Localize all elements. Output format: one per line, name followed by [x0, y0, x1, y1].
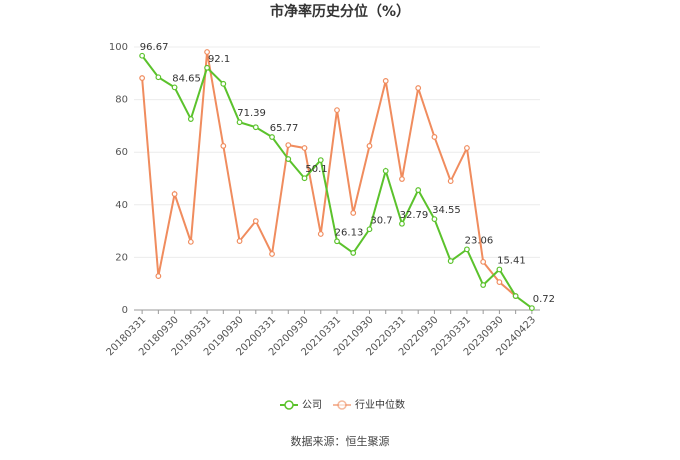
point: [220, 80, 227, 87]
point: [285, 142, 292, 148]
legend-marker: [284, 400, 294, 410]
point: [236, 119, 243, 126]
y-tick-label: 40: [115, 200, 128, 211]
legend-label: 公司: [302, 400, 322, 411]
point: [447, 258, 454, 264]
point: [528, 305, 535, 312]
point: [382, 167, 389, 174]
point: [334, 107, 340, 114]
point: [220, 142, 227, 149]
data-label: 65.77: [270, 123, 299, 134]
point: [171, 84, 178, 91]
data-label: 84.65: [172, 73, 201, 84]
point: [204, 64, 210, 71]
point: [139, 75, 146, 81]
point: [464, 246, 470, 253]
data-label: 26.13: [335, 227, 364, 238]
point: [464, 145, 470, 151]
point: [480, 282, 487, 288]
legend-marker: [337, 400, 347, 410]
y-tick-label: 100: [109, 42, 128, 53]
point: [155, 273, 162, 279]
point: [431, 216, 438, 223]
point: [317, 157, 324, 163]
data-label: 23.06: [465, 235, 494, 246]
y-tick-label: 20: [115, 252, 128, 263]
data-label: 32.79: [400, 210, 429, 221]
data-label: 50.1: [305, 164, 327, 175]
point: [204, 49, 210, 55]
point: [512, 293, 519, 299]
data-label: 34.55: [432, 205, 461, 216]
point: [382, 78, 389, 84]
data-label: 92.1: [208, 54, 230, 65]
data-label: 0.72: [533, 294, 555, 305]
point: [269, 134, 275, 140]
point: [350, 250, 357, 256]
series-line: [141, 55, 533, 309]
y-tick-label: 0: [122, 305, 128, 316]
y-tick-label: 80: [115, 95, 128, 106]
point: [415, 187, 422, 193]
point: [366, 226, 373, 233]
point: [269, 251, 275, 257]
point: [252, 124, 259, 131]
data-label: 15.41: [497, 255, 526, 266]
point: [285, 156, 292, 162]
data-label: 30.7: [370, 215, 392, 226]
point: [496, 266, 503, 273]
point: [415, 85, 422, 91]
point: [496, 279, 503, 286]
point: [350, 210, 357, 216]
source: 数据来源：恒生聚源: [291, 434, 390, 448]
y-tick-label: 60: [115, 147, 128, 158]
point: [301, 145, 308, 151]
data-label: 71.39: [237, 108, 266, 119]
point: [236, 238, 243, 244]
series-line: [141, 51, 517, 297]
point: [431, 134, 438, 140]
point: [187, 238, 194, 245]
point: [317, 231, 324, 237]
point: [139, 52, 146, 59]
point: [155, 74, 162, 81]
point: [301, 175, 308, 182]
point: [480, 258, 487, 265]
point: [334, 238, 340, 245]
point: [171, 191, 178, 197]
point: [447, 178, 454, 185]
point: [399, 220, 405, 227]
legend-label: 行业中位数: [355, 398, 405, 411]
chart-title: 市净率历史分位（%）: [270, 3, 410, 20]
data-label: 96.67: [140, 42, 169, 53]
point: [366, 142, 373, 149]
point: [399, 176, 405, 182]
point: [187, 116, 194, 122]
point: [252, 218, 259, 225]
